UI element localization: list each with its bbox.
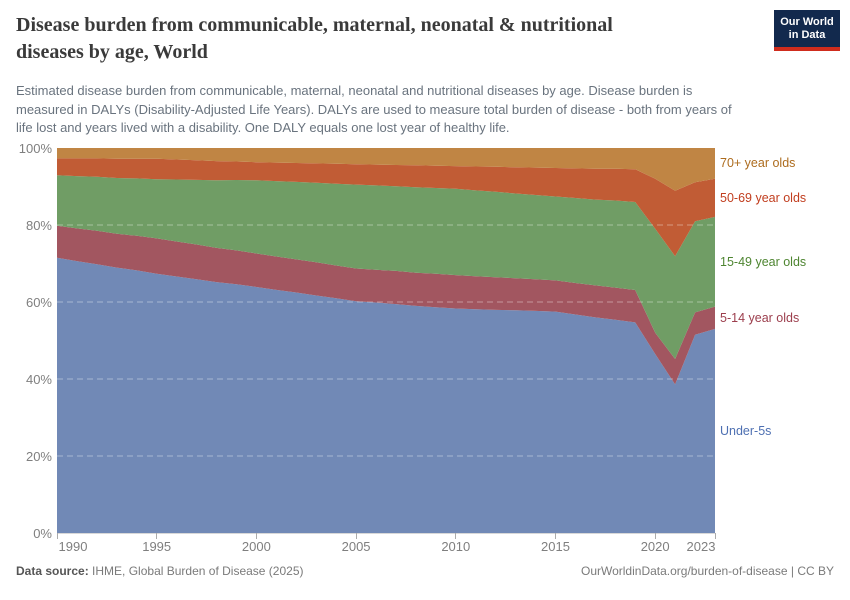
legend-label-15-49: 15-49 year olds xyxy=(720,254,807,269)
x-axis-label-2010: 2010 xyxy=(441,539,471,554)
footer: Data source: IHME, Global Burden of Dise… xyxy=(16,564,834,578)
area-5-14[interactable] xyxy=(57,225,715,385)
legend-label-70-plus: 70+ year olds xyxy=(720,156,796,171)
owid-logo: Our World in Data xyxy=(774,10,840,51)
chart-subtitle-line-2: measured in DALYs (Disability-Adjusted L… xyxy=(16,101,732,117)
x-axis-label-2015: 2015 xyxy=(541,539,570,554)
x-axis-tick-2005 xyxy=(355,533,357,539)
chart-title: Disease burden from communicable, matern… xyxy=(16,12,613,66)
data-source-value: IHME, Global Burden of Disease (2025) xyxy=(92,564,304,578)
legend-label-50-69: 50-69 year olds xyxy=(720,190,807,205)
legend-label-under-5s: Under-5s xyxy=(720,423,772,438)
x-axis-tick-2023 xyxy=(714,533,716,539)
x-axis-label-2023: 2023 xyxy=(686,539,716,554)
x-axis-tick-2000 xyxy=(255,533,257,539)
y-axis-label-100pct: 100% xyxy=(18,140,52,156)
x-axis-tick-1995 xyxy=(156,533,158,539)
x-axis-tick-2015 xyxy=(554,533,556,539)
legend-label-5-14: 5-14 year olds xyxy=(720,310,800,325)
chart-title-line-2: diseases by age, World xyxy=(16,41,208,63)
y-axis-label-0pct: 0% xyxy=(33,525,52,541)
chart-subtitle-line-1: Estimated disease burden from communicab… xyxy=(16,83,693,98)
plot-area[interactable] xyxy=(57,148,715,533)
x-axis-line xyxy=(57,533,715,534)
area-under-5s[interactable] xyxy=(57,257,715,533)
owid-logo-line-1: Our World xyxy=(780,16,834,28)
y-axis-label-40pct: 40% xyxy=(25,371,52,387)
x-axis-label-1990: 1990 xyxy=(58,539,88,554)
x-axis-label-2000: 2000 xyxy=(241,539,271,554)
chart-title-line-1: Disease burden from communicable, matern… xyxy=(16,14,613,36)
x-axis-tick-2010 xyxy=(455,533,457,539)
y-axis-label-60pct: 60% xyxy=(25,294,52,310)
x-axis-label-2020: 2020 xyxy=(640,539,670,554)
chart-subtitle: Estimated disease burden from communicab… xyxy=(16,82,732,138)
x-axis-tick-1990 xyxy=(56,533,58,539)
area-15-49[interactable] xyxy=(57,175,715,359)
area-70-plus[interactable] xyxy=(57,148,715,191)
owid-logo-line-2: in Data xyxy=(788,29,826,41)
data-source: Data source: IHME, Global Burden of Dise… xyxy=(16,564,303,578)
x-axis-label-1995: 1995 xyxy=(142,539,172,554)
data-source-label: Data source: xyxy=(16,564,89,578)
area-50-69[interactable] xyxy=(57,158,715,257)
y-axis-label-20pct: 20% xyxy=(25,448,52,464)
chart-subtitle-line-3: life lost and years lived with a disabil… xyxy=(16,120,510,135)
x-axis-label-2005: 2005 xyxy=(341,539,371,554)
x-axis-tick-2020 xyxy=(654,533,656,539)
footer-citation: OurWorldinData.org/burden-of-disease | C… xyxy=(580,564,834,578)
y-axis-label-80pct: 80% xyxy=(25,217,52,233)
